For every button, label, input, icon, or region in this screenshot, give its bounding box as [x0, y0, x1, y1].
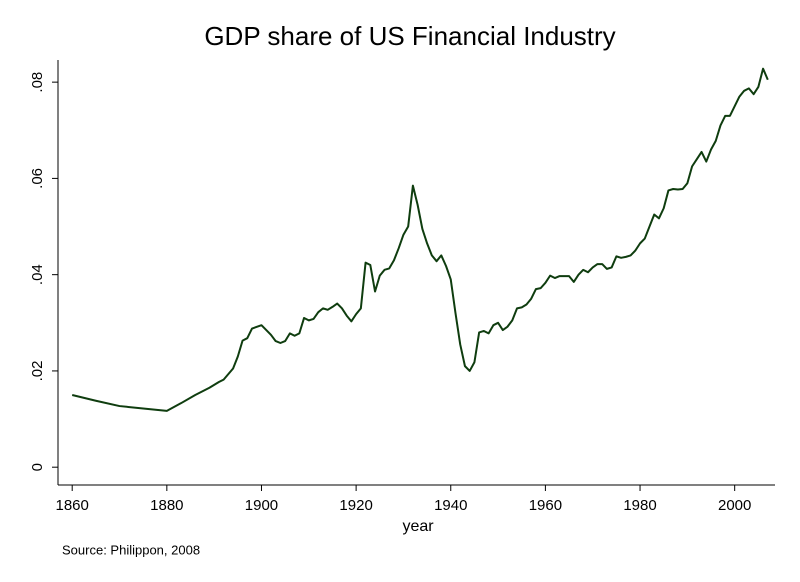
- x-axis-label: year: [402, 518, 434, 535]
- x-tick-label: 1960: [529, 497, 562, 514]
- source-note: Source: Philippon, 2008: [62, 542, 200, 557]
- x-tick-label: 1920: [339, 497, 372, 514]
- data-line: [71, 67, 769, 412]
- x-tick-label: 1940: [434, 497, 467, 514]
- x-tick-label: 1900: [245, 497, 278, 514]
- x-tick-label: 1880: [150, 497, 183, 514]
- y-tick-label: .04: [29, 264, 46, 285]
- y-tick-label: 0: [29, 463, 46, 471]
- y-tick-label: .06: [29, 168, 46, 189]
- y-tick-label: .02: [29, 360, 46, 381]
- x-tick-label: 1860: [56, 497, 89, 514]
- y-tick-label: .08: [29, 72, 46, 93]
- x-tick-label: 1980: [623, 497, 656, 514]
- x-tick-label: 2000: [718, 497, 751, 514]
- chart-title: GDP share of US Financial Industry: [204, 21, 615, 51]
